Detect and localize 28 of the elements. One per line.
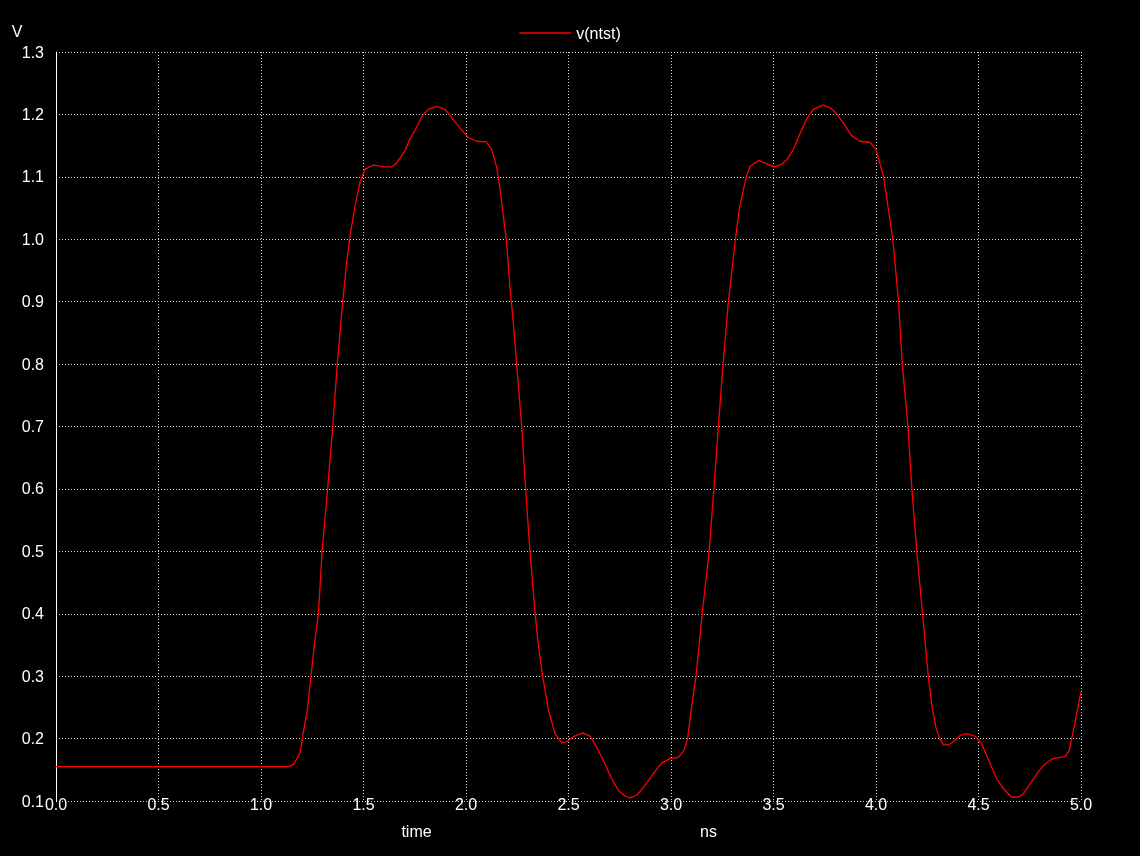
y-tick-label: 0.1 — [21, 792, 45, 810]
y-tick-label: 0.9 — [21, 293, 45, 311]
x-tick-label: 3.0 — [659, 795, 683, 813]
x-tick-label: 4.5 — [967, 795, 990, 813]
y-tick-label: 0.6 — [21, 480, 45, 498]
y-axis-title: V — [11, 22, 23, 40]
x-tick-label: 2.5 — [557, 795, 580, 813]
x-tick-label: 1.5 — [352, 795, 375, 813]
x-tick-label: 0.5 — [147, 795, 170, 813]
y-tick-label: 0.4 — [21, 605, 45, 623]
y-tick-label: 0.5 — [21, 542, 45, 560]
y-tick-label: 0.8 — [21, 355, 45, 373]
x-tick-label: 4.0 — [864, 795, 888, 813]
y-tick-label: 1.0 — [21, 230, 45, 248]
x-tick-label: 1.0 — [249, 795, 273, 813]
legend-label: v(ntst) — [576, 24, 621, 42]
y-tick-label: 0.2 — [21, 730, 45, 748]
x-tick-label: 5.0 — [1069, 795, 1093, 813]
x-axis-title: time — [401, 822, 432, 840]
x-tick-label: 2.0 — [454, 795, 478, 813]
x-tick-label: 3.5 — [762, 795, 785, 813]
y-tick-label: 1.3 — [21, 43, 45, 61]
x-tick-label: 0.0 — [44, 795, 68, 813]
y-tick-label: 1.2 — [21, 105, 45, 123]
y-tick-label: 0.3 — [21, 667, 45, 685]
text: ns — [700, 822, 717, 840]
y-tick-label: 1.1 — [21, 168, 45, 186]
y-tick-label: 0.7 — [21, 418, 45, 435]
